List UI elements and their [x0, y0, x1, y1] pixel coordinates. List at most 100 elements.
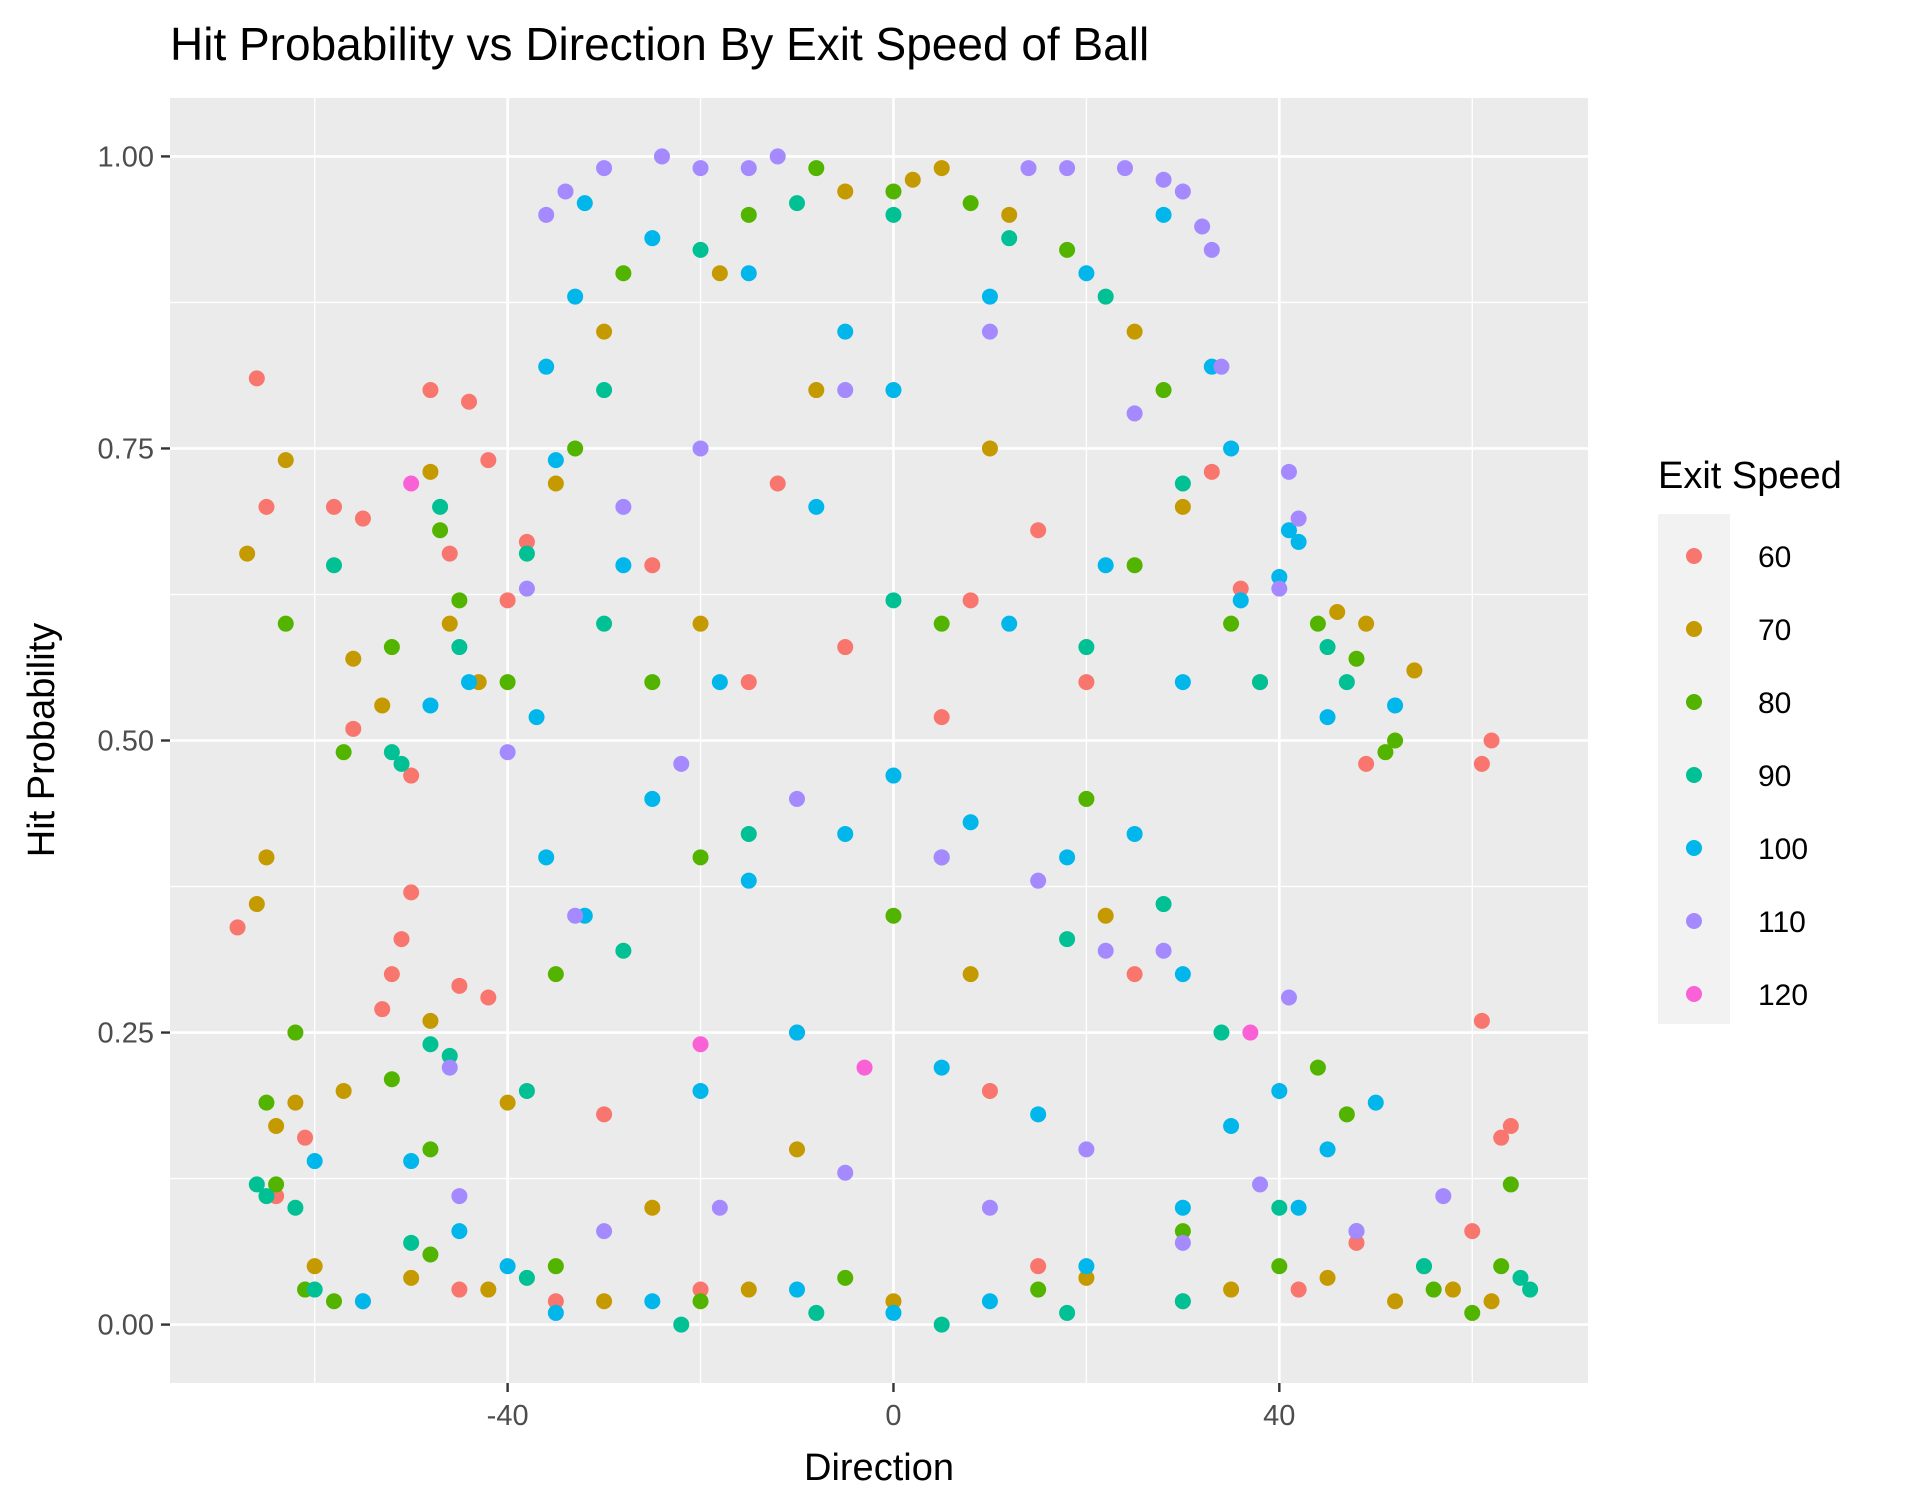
x-tick-label: -40 [487, 1400, 529, 1432]
data-point-70 [837, 183, 854, 200]
data-point-110 [499, 744, 516, 761]
legend-label-80: 80 [1758, 687, 1791, 720]
y-tick-label: 0.50 [98, 726, 154, 758]
data-point-110 [1252, 1176, 1269, 1193]
data-point-110 [789, 790, 806, 807]
data-point-70 [711, 265, 728, 282]
data-point-90 [451, 639, 468, 656]
data-point-60 [933, 709, 950, 726]
data-point-110 [1126, 405, 1143, 422]
y-axis: 0.00 0.25 0.50 0.75 1.00 [98, 141, 170, 1342]
data-point-80 [1078, 790, 1095, 807]
data-point-60 [644, 557, 661, 574]
data-point-90 [885, 206, 902, 223]
data-point-60 [441, 545, 458, 562]
data-point-110 [1194, 218, 1211, 235]
data-point-60 [374, 1001, 391, 1018]
data-point-60 [1473, 755, 1490, 772]
data-point-100 [528, 709, 545, 726]
data-point-80 [422, 1141, 439, 1158]
data-point-70 [808, 382, 825, 399]
data-point-90 [258, 1188, 275, 1205]
legend: Exit Speed 60 70 80 90 100 110 120 [1658, 455, 1842, 1024]
data-point-100 [461, 674, 478, 691]
data-point-90 [1059, 1304, 1076, 1321]
data-point-60 [1464, 1223, 1481, 1240]
data-point-100 [1223, 1118, 1240, 1134]
data-point-90 [441, 1047, 458, 1064]
data-point-90 [403, 1234, 420, 1251]
data-point-70 [422, 463, 439, 480]
data-point-90 [596, 382, 613, 399]
data-point-110 [981, 323, 998, 340]
y-tick-label: 0.00 [98, 1310, 154, 1342]
data-point-60 [1290, 1281, 1307, 1298]
y-tick-label: 0.25 [98, 1018, 154, 1050]
data-point-110 [615, 498, 632, 515]
data-point-60 [1030, 1258, 1047, 1275]
data-point-60 [325, 498, 342, 515]
legend-key-60 [1686, 548, 1702, 564]
data-point-80 [335, 744, 352, 761]
data-point-80 [451, 592, 468, 609]
data-point-80 [422, 1246, 439, 1263]
data-point-80 [885, 907, 902, 924]
data-point-60 [1348, 1234, 1365, 1251]
data-point-100 [1290, 533, 1307, 550]
data-point-70 [1319, 1269, 1336, 1286]
data-point-60 [1126, 966, 1143, 983]
data-point-90 [518, 545, 535, 562]
data-point-110 [1213, 358, 1230, 375]
data-point-80 [1223, 615, 1240, 632]
data-point-120 [1242, 1024, 1259, 1041]
legend-label-110: 110 [1758, 906, 1806, 939]
data-point-100 [1097, 557, 1114, 574]
legend-label-70: 70 [1758, 614, 1791, 647]
data-point-100 [1290, 1199, 1307, 1216]
data-point-80 [499, 674, 516, 691]
data-point-80 [1059, 241, 1076, 258]
data-point-80 [1155, 382, 1172, 399]
data-point-90 [1512, 1269, 1529, 1286]
data-point-100 [740, 265, 757, 282]
data-point-60 [451, 977, 468, 994]
data-point-70 [403, 1269, 420, 1286]
data-point-90 [1319, 639, 1336, 656]
data-point-60 [258, 498, 275, 515]
data-point-100 [644, 790, 661, 807]
data-point-70 [480, 1281, 497, 1298]
data-point-70 [1483, 1293, 1500, 1310]
data-point-60 [499, 592, 516, 609]
data-point-60 [518, 533, 535, 550]
data-point-70 [248, 896, 265, 913]
data-point-70 [1097, 907, 1114, 924]
data-point-70 [740, 1281, 757, 1298]
data-point-90 [1416, 1258, 1433, 1275]
data-point-100 [499, 1258, 516, 1275]
data-point-80 [325, 1293, 342, 1310]
data-point-60 [547, 1293, 564, 1310]
data-point-80 [692, 849, 709, 866]
legend-key-110 [1686, 913, 1702, 929]
data-point-100 [1271, 1082, 1288, 1099]
data-point-60 [451, 1281, 468, 1298]
data-point-100 [576, 195, 593, 212]
data-point-80 [567, 440, 584, 457]
data-point-70 [268, 1118, 285, 1134]
data-point-80 [1387, 732, 1404, 749]
data-point-80 [692, 1293, 709, 1310]
legend-title: Exit Speed [1658, 455, 1842, 497]
data-point-90 [306, 1281, 323, 1298]
data-point-90 [432, 498, 449, 515]
data-point-100 [1001, 615, 1018, 632]
data-point-80 [287, 1024, 304, 1041]
data-point-100 [644, 230, 661, 247]
data-point-100 [1271, 568, 1288, 585]
data-point-70 [1387, 1293, 1404, 1310]
y-axis-title: Hit Probability [21, 623, 63, 857]
data-point-80 [432, 522, 449, 539]
data-point-60 [1232, 580, 1249, 597]
data-point-110 [769, 148, 786, 165]
data-point-100 [933, 1059, 950, 1076]
data-point-70 [1358, 615, 1375, 632]
